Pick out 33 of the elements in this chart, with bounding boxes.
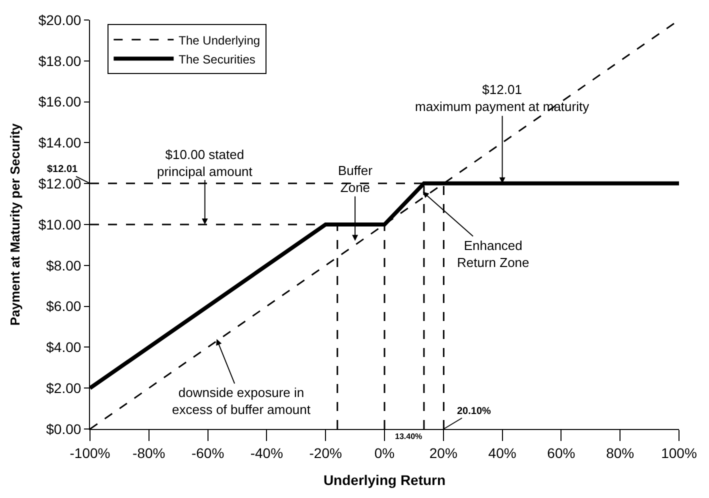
y-tick-label: $0.00 — [46, 420, 82, 437]
annotation: Enhanced Return Zone — [457, 238, 530, 270]
annotation: $12.01 — [47, 164, 78, 175]
y-tick-label: $10.00 — [38, 216, 82, 232]
x-tick-label: -80% — [132, 444, 166, 461]
y-tick-label: $4.00 — [46, 339, 82, 356]
x-tick-label: 20% — [429, 444, 458, 461]
y-tick-label: $12.00 — [38, 176, 82, 192]
x-tick-label: -60% — [191, 444, 224, 461]
x-tick-label: -20% — [309, 444, 342, 461]
y-tick-label: $8.00 — [46, 257, 82, 274]
y-tick-label: $6.00 — [46, 298, 82, 314]
x-tick-label: -100% — [70, 444, 110, 461]
x-axis-title: Underlying Return — [323, 472, 446, 488]
y-tick-label: $20.00 — [38, 12, 82, 28]
y-tick-label: $2.00 — [46, 380, 82, 396]
y-tick-label: $16.00 — [38, 94, 82, 110]
x-tick-label: 0% — [374, 444, 395, 461]
legend-label: The Securities — [178, 52, 256, 66]
annotation: 13.40% — [395, 432, 422, 441]
x-tick-label: 40% — [488, 444, 516, 461]
x-tick-label: 80% — [606, 444, 634, 461]
annotation: 20.10% — [457, 406, 492, 417]
x-tick-label: 60% — [547, 444, 576, 461]
annotation: $12.01 maximum payment at maturity — [415, 82, 590, 114]
y-axis-title: Payment at Maturity per Security — [7, 122, 22, 326]
y-tick-label: $18.00 — [38, 52, 82, 69]
annotation: $10.00 stated principal amount — [157, 147, 253, 179]
y-tick-label: $14.00 — [38, 134, 82, 151]
annotation: downside exposure in excess of buffer amount — [172, 385, 311, 417]
legend-label: The Underlying — [178, 33, 260, 48]
x-tick-label: 100% — [661, 444, 697, 461]
x-tick-label: -40% — [250, 444, 284, 461]
